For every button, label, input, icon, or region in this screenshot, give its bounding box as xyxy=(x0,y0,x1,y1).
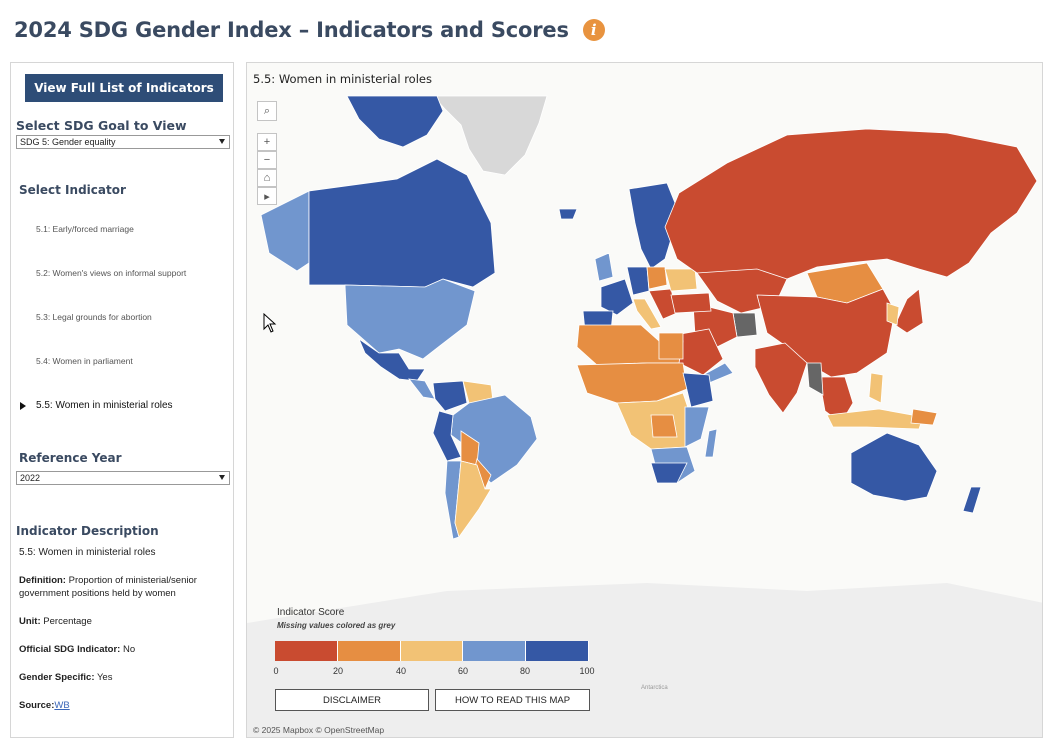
official-text: No xyxy=(120,644,136,655)
map-country-philippines xyxy=(868,372,884,404)
disclaimer-button[interactable]: DISCLAIMER xyxy=(275,689,429,711)
description-indicator-name: 5.5: Women in ministerial roles xyxy=(19,547,156,558)
map-country-colombia xyxy=(432,380,468,412)
chevron-down-icon xyxy=(219,139,225,144)
view-full-list-button[interactable]: View Full List of Indicators xyxy=(25,74,223,102)
map-country-scandinavia xyxy=(628,182,680,270)
page-header: 2024 SDG Gender Index – Indicators and S… xyxy=(14,14,605,46)
unit-label: Unit: xyxy=(19,616,41,627)
legend-tick-100: 100 xyxy=(579,666,595,676)
selected-arrow-icon xyxy=(20,402,26,410)
antarctica-label: Antarctica xyxy=(641,685,668,691)
gender-text: Yes xyxy=(94,672,113,683)
play-icon[interactable]: ▸ xyxy=(257,187,277,205)
year-dropdown[interactable]: 2022 xyxy=(16,471,230,485)
map-country-madagascar xyxy=(704,428,718,458)
official-label: Official SDG Indicator: xyxy=(19,644,121,655)
legend-bin-80-100 xyxy=(526,641,589,661)
map-country-iceland xyxy=(558,208,578,220)
map-country-india xyxy=(754,342,808,414)
map-country-canada xyxy=(308,158,496,288)
map-country-turkey xyxy=(670,292,712,314)
legend-bin-20-40 xyxy=(337,641,401,661)
indicator-select-label: Select Indicator xyxy=(19,183,126,197)
legend-bin-40-60 xyxy=(400,641,464,661)
description-heading: Indicator Description xyxy=(16,524,159,538)
chevron-down-icon xyxy=(219,475,225,480)
goal-dropdown-value: SDG 5: Gender equality xyxy=(20,137,116,147)
map-country-canada-islands xyxy=(346,95,444,148)
map-country-png xyxy=(910,408,938,426)
world-map[interactable] xyxy=(247,63,1043,738)
map-country-mexico xyxy=(358,337,426,382)
how-to-read-map-button[interactable]: HOW TO READ THIS MAP xyxy=(435,689,590,711)
sidebar-panel: View Full List of Indicators Select SDG … xyxy=(10,62,234,738)
home-icon[interactable]: ⌂ xyxy=(257,169,277,187)
map-country-greenland xyxy=(432,95,548,176)
map-title: 5.5: Women in ministerial roles xyxy=(253,72,432,86)
map-country-uk xyxy=(594,252,614,282)
source-link[interactable]: WB xyxy=(54,700,70,711)
map-country-germany xyxy=(626,266,650,296)
indicator-item-5-5[interactable]: 5.5: Women in ministerial roles xyxy=(11,400,231,412)
indicator-item-5-1[interactable]: 5.1: Early/forced marriage xyxy=(36,224,134,234)
description-unit: Unit: Percentage xyxy=(19,615,224,628)
unit-text: Percentage xyxy=(40,616,92,627)
gender-label: Gender Specific: xyxy=(19,672,95,683)
map-country-korea xyxy=(886,302,900,326)
legend-color-scale xyxy=(275,641,589,661)
map-country-new-zealand xyxy=(962,486,982,514)
map-country-sahel xyxy=(576,362,688,404)
search-icon[interactable]: ⌕ xyxy=(257,101,277,121)
map-country-usa xyxy=(344,278,476,360)
map-country-alaska xyxy=(260,190,310,272)
legend-bin-60-80 xyxy=(463,641,527,661)
map-country-ukraine xyxy=(664,268,698,292)
legend-tick-40: 40 xyxy=(395,666,407,676)
legend-tick-80: 80 xyxy=(519,666,531,676)
map-attribution[interactable]: © 2025 Mapbox © OpenStreetMap xyxy=(253,725,385,735)
page-title: 2024 SDG Gender Index – Indicators and S… xyxy=(14,18,569,42)
map-country-australia xyxy=(850,432,938,502)
year-dropdown-value: 2022 xyxy=(20,473,41,483)
zoom-out-icon[interactable]: − xyxy=(257,151,277,169)
map-country-indonesia xyxy=(826,408,924,430)
map-country-myanmar xyxy=(806,362,824,396)
legend-tick-60: 60 xyxy=(457,666,469,676)
map-country-east-africa xyxy=(684,406,710,448)
map-country-ethiopia xyxy=(682,372,714,408)
indicator-item-5-3[interactable]: 5.3: Legal grounds for abortion xyxy=(36,312,152,322)
map-country-france xyxy=(600,278,634,316)
legend-tick-20: 20 xyxy=(332,666,344,676)
map-country-italy xyxy=(632,298,662,330)
map-country-drc xyxy=(650,414,678,438)
definition-text: Proportion of ministerial/senior governm… xyxy=(19,575,197,599)
indicator-item-label: 5.5: Women in ministerial roles xyxy=(36,400,173,411)
legend-subtitle: Missing values colored as grey xyxy=(277,621,396,630)
map-country-south-africa xyxy=(650,462,688,484)
info-icon[interactable]: i xyxy=(582,19,605,41)
definition-label: Definition: xyxy=(19,575,66,586)
source-label: Source: xyxy=(19,700,55,711)
description-source: Source:WB xyxy=(19,699,224,712)
map-country-poland xyxy=(646,266,668,290)
description-official: Official SDG Indicator: No xyxy=(19,643,224,656)
indicator-item-5-4[interactable]: 5.4: Women in parliament xyxy=(36,356,133,366)
reference-year-label: Reference Year xyxy=(19,451,122,465)
zoom-in-icon[interactable]: + xyxy=(257,133,277,151)
indicator-item-5-2[interactable]: 5.2: Women's views on informal support xyxy=(36,268,187,278)
map-country-central-america xyxy=(408,378,436,400)
map-country-egypt xyxy=(658,332,684,360)
map-panel: 5.5: Women in ministerial roles xyxy=(246,62,1043,738)
description-definition: Definition: Proportion of ministerial/se… xyxy=(19,574,224,600)
description-gender-specific: Gender Specific: Yes xyxy=(19,671,224,684)
legend-bin-0-20 xyxy=(275,641,338,661)
map-country-japan xyxy=(894,288,924,334)
legend-title: Indicator Score xyxy=(277,607,345,618)
map-country-argentina xyxy=(454,460,492,538)
legend-tick-0: 0 xyxy=(273,666,279,676)
goal-dropdown[interactable]: SDG 5: Gender equality xyxy=(16,135,230,149)
mouse-cursor-icon xyxy=(263,313,277,333)
